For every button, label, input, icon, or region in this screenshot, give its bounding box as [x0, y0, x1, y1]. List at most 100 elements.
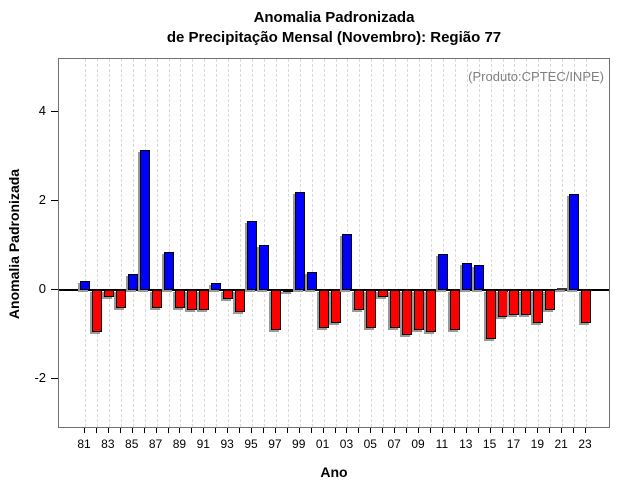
bar-85	[127, 274, 138, 290]
x-tick-label-07: 07	[387, 437, 401, 451]
chart-title: Anomalia Padronizada de Precipitação Men…	[58, 8, 610, 48]
x-tick-90	[191, 428, 193, 433]
x-tick-16	[501, 428, 503, 433]
gridline-05	[371, 59, 373, 427]
bar-02	[330, 290, 341, 324]
x-tick-label-83: 83	[101, 437, 115, 451]
x-axis-title: Ano	[320, 464, 348, 480]
x-tick-04	[358, 428, 360, 433]
x-tick-96	[262, 428, 264, 433]
gridline-00	[311, 59, 313, 427]
gridline-91	[204, 59, 206, 427]
gridline-17	[514, 59, 516, 427]
bar-18	[521, 290, 532, 315]
x-tick-label-81: 81	[77, 437, 91, 451]
bar-84	[115, 290, 126, 308]
x-tick-label-17: 17	[506, 437, 521, 451]
gridline-92	[216, 59, 218, 427]
x-tick-81	[84, 428, 85, 433]
bar-21	[557, 288, 568, 290]
bar-11	[437, 254, 448, 290]
gridline-81	[85, 59, 86, 427]
x-tick-84	[119, 428, 121, 433]
x-tick-21	[561, 428, 563, 433]
bar-94	[235, 290, 246, 313]
gridline-85	[132, 59, 134, 427]
bar-86	[139, 149, 150, 290]
bar-90	[187, 290, 198, 311]
gridline-15	[490, 59, 492, 427]
x-tick-83	[107, 428, 109, 433]
x-tick-82	[95, 428, 97, 433]
gridline-09	[419, 59, 421, 427]
gridline-04	[359, 59, 361, 427]
gridline-18	[526, 59, 528, 427]
bar-22	[569, 194, 580, 290]
bar-05	[366, 290, 377, 328]
x-tick-label-95: 95	[244, 437, 258, 451]
x-tick-15	[489, 428, 491, 433]
gridline-14	[478, 59, 480, 427]
bar-96	[258, 245, 269, 290]
bar-92	[211, 283, 222, 290]
bar-16	[497, 290, 508, 317]
bar-10	[425, 290, 436, 333]
x-tick-91	[203, 428, 205, 433]
bar-00	[306, 272, 317, 290]
bar-06	[378, 290, 389, 297]
gridline-84	[120, 59, 122, 427]
y-tick-label-4: 4	[38, 102, 46, 118]
y-tick-label-0: 0	[38, 281, 46, 296]
bar-14	[473, 265, 484, 290]
gridline-93	[228, 59, 230, 427]
gridline-07	[395, 59, 397, 427]
x-tick-label-91: 91	[196, 437, 210, 451]
x-tick-07	[394, 428, 396, 433]
plot-area: (Produto:CPTEC/INPE)	[58, 58, 610, 428]
gridline-21	[562, 59, 564, 427]
gridline-96	[263, 59, 265, 427]
x-tick-09	[418, 428, 420, 433]
x-tick-label-15: 15	[482, 437, 497, 451]
x-tick-label-19: 19	[530, 437, 544, 451]
x-tick-label-99: 99	[292, 437, 306, 451]
bar-93	[223, 290, 234, 299]
x-tick-label-21: 21	[554, 437, 568, 451]
bar-91	[199, 290, 210, 311]
gridline-87	[156, 59, 158, 427]
gridline-12	[454, 59, 456, 427]
bar-82	[91, 290, 102, 333]
bar-81	[80, 281, 90, 290]
gridline-19	[538, 59, 540, 427]
bar-09	[414, 290, 425, 331]
gridline-06	[383, 59, 385, 427]
gridline-01	[323, 59, 325, 427]
gridline-10	[430, 59, 432, 427]
gridline-20	[550, 59, 552, 427]
x-tick-02	[334, 428, 336, 433]
x-tick-01	[322, 428, 324, 433]
y-tick-label-2: 2	[38, 191, 46, 207]
gridline-83	[108, 59, 110, 427]
gridline-08	[407, 59, 409, 427]
x-tick-label-93: 93	[220, 437, 234, 451]
bar-04	[354, 290, 365, 311]
bar-07	[390, 290, 401, 328]
bar-23	[581, 290, 592, 324]
x-tick-86	[143, 428, 145, 433]
x-tick-87	[155, 428, 157, 433]
x-tick-13	[465, 428, 467, 433]
x-tick-99	[298, 428, 300, 433]
bar-88	[163, 252, 174, 290]
x-tick-label-01: 01	[315, 437, 330, 451]
y-tick-0	[51, 289, 58, 290]
x-tick-label-23: 23	[578, 437, 592, 451]
y-tick-4	[51, 110, 58, 112]
x-tick-12	[453, 428, 455, 433]
x-tick-23	[585, 428, 587, 433]
x-tick-94	[239, 428, 241, 433]
gridline-90	[192, 59, 194, 427]
gridline-11	[442, 59, 444, 427]
x-tick-14	[477, 428, 479, 433]
bar-13	[461, 263, 472, 290]
